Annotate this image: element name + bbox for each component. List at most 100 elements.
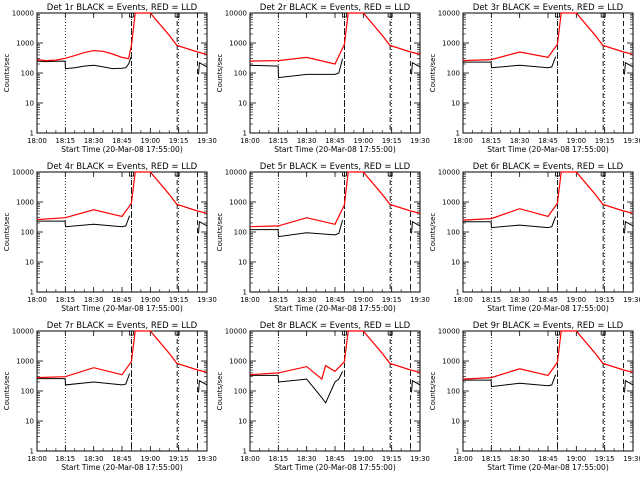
- events-series-line: [249, 58, 344, 79]
- x-tick-label: 18:00: [27, 455, 47, 463]
- top-marker-box: [129, 171, 134, 177]
- events-tail-segment: [198, 379, 208, 393]
- y-tick-label: 1000: [229, 199, 247, 207]
- x-tick-label: 19:00: [354, 296, 374, 304]
- top-marker-box: [555, 171, 560, 177]
- y-tick-label: 10: [451, 418, 460, 426]
- plot-frame: [249, 330, 421, 452]
- x-tick-label: 18:15: [269, 137, 289, 145]
- top-marker-box: [555, 330, 560, 336]
- y-tick-label: 10000: [438, 10, 460, 18]
- x-tick-label: 18:15: [482, 137, 502, 145]
- y-tick-label: 1: [243, 448, 247, 456]
- lld-flare-segment: [556, 171, 634, 214]
- y-tick-label: 10000: [225, 328, 247, 336]
- x-tick-label: 19:15: [595, 296, 615, 304]
- plot-frame: [249, 171, 421, 293]
- top-marker-box: [600, 171, 606, 177]
- lld-series-line: [36, 361, 132, 379]
- events-tail-segment: [411, 61, 421, 75]
- y-tick-label: 10: [238, 418, 247, 426]
- events-tail-segment: [411, 220, 421, 234]
- y-tick-label: 10: [238, 259, 247, 267]
- y-tick-label: 10000: [12, 328, 34, 336]
- x-tick-label: 19:30: [623, 455, 640, 463]
- y-tick-label: 1000: [16, 358, 34, 366]
- y-tick-label: 10: [451, 259, 460, 267]
- lld-flare-segment: [556, 330, 634, 373]
- y-tick-label: 10000: [225, 10, 247, 18]
- x-tick-label: 19:15: [382, 137, 402, 145]
- y-tick-label: 1: [30, 289, 34, 297]
- y-tick-label: 1000: [16, 40, 34, 48]
- y-tick-label: 1000: [16, 199, 34, 207]
- chart-panel: Det 5r BLACK = Events, RED = LLD Counts/s…: [216, 162, 430, 313]
- events-tail-segment: [624, 61, 634, 75]
- y-axis-label: Counts/sec: [429, 213, 437, 252]
- lld-flare-segment: [130, 330, 208, 373]
- lld-series-line: [462, 44, 558, 62]
- x-tick-label: 18:30: [84, 137, 104, 145]
- chart-title: Det 1r BLACK = Events, RED = LLD: [47, 3, 198, 13]
- x-tick-label: 19:00: [567, 137, 587, 145]
- x-tick-label: 18:30: [510, 455, 530, 463]
- chart-title: Det 3r BLACK = Events, RED = LLD: [473, 3, 624, 13]
- top-marker-box: [342, 330, 347, 336]
- lld-series-line: [249, 361, 345, 381]
- x-tick-label: 18:00: [453, 296, 473, 304]
- x-axis-label: Start Time (20-Mar-08 17:55:00): [274, 304, 396, 313]
- chart-panel: Det 1r BLACK = Events, RED = LLD Counts/s…: [3, 3, 217, 154]
- x-tick-label: 18:30: [297, 455, 317, 463]
- chart-panel: Det 2r BLACK = Events, RED = LLD Counts/s…: [216, 3, 430, 154]
- events-tail-segment: [624, 379, 634, 393]
- y-axis-label: Counts/sec: [3, 372, 11, 411]
- x-tick-label: 18:00: [453, 455, 473, 463]
- x-axis-label: Start Time (20-Mar-08 17:55:00): [61, 145, 183, 154]
- lld-flare-segment: [556, 12, 634, 55]
- y-tick-label: 1: [456, 448, 460, 456]
- top-marker-box: [555, 12, 560, 18]
- y-axis-label: Counts/sec: [3, 213, 11, 252]
- x-tick-label: 18:45: [112, 137, 132, 145]
- top-marker-box: [600, 12, 606, 18]
- y-tick-label: 1: [30, 448, 34, 456]
- x-tick-label: 19:00: [567, 455, 587, 463]
- x-tick-label: 19:30: [410, 296, 430, 304]
- x-axis-label: Start Time (20-Mar-08 17:55:00): [487, 463, 609, 472]
- events-series-line: [463, 56, 557, 69]
- y-axis-label: Counts/sec: [3, 54, 11, 93]
- x-tick-label: 18:45: [112, 296, 132, 304]
- x-axis-label: Start Time (20-Mar-08 17:55:00): [487, 145, 609, 154]
- chart-panel: Det 7r BLACK = Events, RED = LLD Counts/s…: [3, 321, 217, 472]
- y-axis-label: Counts/sec: [216, 213, 224, 252]
- events-series-line: [37, 373, 131, 386]
- plot-frame: [462, 171, 634, 293]
- y-tick-label: 10000: [12, 10, 34, 18]
- x-tick-label: 19:00: [141, 455, 161, 463]
- chart-title: Det 5r BLACK = Events, RED = LLD: [260, 162, 411, 172]
- x-tick-label: 19:30: [410, 455, 430, 463]
- x-tick-label: 19:30: [197, 296, 217, 304]
- y-tick-label: 100: [21, 229, 34, 237]
- lld-series-line: [36, 45, 132, 62]
- x-tick-label: 18:30: [510, 296, 530, 304]
- y-tick-label: 100: [234, 229, 247, 237]
- x-tick-label: 19:15: [382, 296, 402, 304]
- x-axis-label: Start Time (20-Mar-08 17:55:00): [61, 304, 183, 313]
- y-tick-label: 1: [243, 289, 247, 297]
- x-tick-label: 18:45: [325, 455, 345, 463]
- top-marker-box: [387, 330, 393, 336]
- y-tick-label: 10000: [12, 169, 34, 177]
- x-tick-label: 19:15: [595, 455, 615, 463]
- x-tick-label: 18:15: [56, 296, 76, 304]
- y-axis-label: Counts/sec: [216, 372, 224, 411]
- events-series-line: [250, 371, 344, 404]
- y-axis-label: Counts/sec: [429, 372, 437, 411]
- events-tail-segment: [198, 61, 208, 75]
- chart-panel: Det 9r BLACK = Events, RED = LLD Counts/s…: [429, 321, 640, 472]
- top-marker-box: [387, 171, 393, 177]
- lld-series-line: [249, 204, 345, 228]
- x-tick-label: 19:00: [354, 137, 374, 145]
- y-tick-label: 10: [25, 418, 34, 426]
